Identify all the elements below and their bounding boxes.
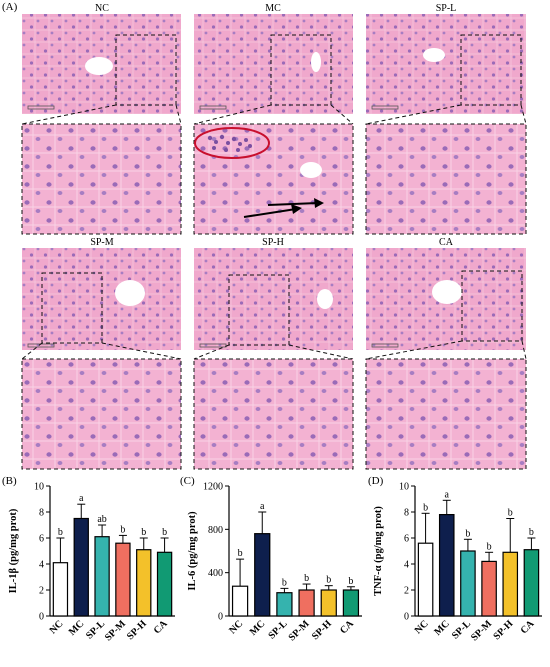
histology-zoom-sp-m xyxy=(21,358,182,470)
panel-a-label: (A) xyxy=(2,1,18,13)
significance-label: b xyxy=(529,527,534,538)
arrow-icon xyxy=(291,204,302,214)
bar xyxy=(438,513,455,617)
y-tick-label: 8 xyxy=(404,508,409,519)
y-tick-label: 4 xyxy=(39,560,44,571)
significance-label: b xyxy=(508,508,513,519)
x-tick-label: CA xyxy=(519,618,538,637)
histology-title-sp-m: SP-M xyxy=(90,237,114,248)
bar xyxy=(156,551,173,617)
x-tick-label: CA xyxy=(152,618,171,637)
il6-chart: 0 400 800 1200 IL-6 (pg/mg prot) b NC a MC b SP-L b… xyxy=(187,482,362,643)
significance-label: b xyxy=(465,528,470,539)
significance-label: b xyxy=(423,502,428,513)
bar xyxy=(523,549,540,617)
significance-label: b xyxy=(487,541,492,552)
x-tick-label: MC xyxy=(67,618,87,638)
inflammation-circle xyxy=(194,127,270,159)
significance-label: a xyxy=(445,489,450,500)
y-tick-label: 6 xyxy=(39,534,44,545)
significance-label: b xyxy=(348,576,353,587)
bar xyxy=(276,592,293,617)
histology-zoom-sp-l xyxy=(365,123,527,235)
x-tick-label: MC xyxy=(432,618,452,638)
histology-title-ca: CA xyxy=(439,237,453,248)
bar xyxy=(52,562,69,617)
histology-overview-mc xyxy=(194,14,353,114)
histology-title-sp-h: SP-H xyxy=(262,237,284,248)
bar xyxy=(298,589,315,617)
significance-label: b xyxy=(141,527,146,538)
significance-label: a xyxy=(79,493,84,504)
y-tick-label: 2 xyxy=(39,586,44,597)
significance-label: b xyxy=(58,527,63,538)
y-tick-label: 0 xyxy=(218,612,223,623)
y-axis-label: IL-6 (pg/mg prot) xyxy=(187,511,198,591)
y-tick-label: 2 xyxy=(404,586,409,597)
histology-title-nc: NC xyxy=(95,3,109,14)
significance-label: b xyxy=(304,573,309,584)
significance-label: b xyxy=(120,524,125,535)
histology-title-sp-l: SP-L xyxy=(435,3,457,14)
y-tick-label: 8 xyxy=(39,508,44,519)
tnfa-chart: 0 2 4 6 8 10 TNF-α (pg/mg prot) b NC a MC b SP-L b SP-… xyxy=(373,482,542,643)
y-axis-label: IL-1β (pg/mg prot) xyxy=(8,508,19,593)
bar xyxy=(481,560,497,617)
bar xyxy=(342,589,360,617)
y-tick-label: 800 xyxy=(208,525,223,536)
x-tick-label: MC xyxy=(248,618,268,638)
y-axis-label: TNF-α (pg/mg prot) xyxy=(373,506,384,596)
significance-label: ab xyxy=(97,514,106,525)
arrow-icon xyxy=(314,198,324,208)
bar xyxy=(460,550,476,617)
y-tick-label: 6 xyxy=(404,534,409,545)
bar xyxy=(115,542,131,617)
y-tick-label: 10 xyxy=(399,482,409,493)
bar xyxy=(136,549,152,617)
x-tick-label: SP-M xyxy=(469,618,494,643)
histology-zoom-mc xyxy=(193,123,354,235)
significance-label: b xyxy=(326,575,331,586)
panel-d-label: (D) xyxy=(368,475,384,487)
x-tick-label: CA xyxy=(338,618,357,637)
significance-label: a xyxy=(260,501,265,512)
panel-c-label: (C) xyxy=(180,475,195,487)
x-tick-label: SP-M xyxy=(103,618,128,643)
significance-label: b xyxy=(162,527,167,538)
x-tick-label: SP-H xyxy=(491,618,515,642)
bar xyxy=(73,517,89,617)
y-tick-label: 1200 xyxy=(203,482,223,493)
histology-panels xyxy=(21,14,527,470)
x-tick-label: NC xyxy=(227,618,245,636)
histology-title-mc: MC xyxy=(265,3,281,14)
histology-zoom-nc xyxy=(21,123,182,235)
histology-zoom-ca xyxy=(365,358,527,470)
bar xyxy=(94,536,110,617)
x-tick-label: NC xyxy=(48,618,66,636)
x-tick-label: SP-L xyxy=(266,618,289,641)
x-tick-label: SP-H xyxy=(310,618,334,642)
bar xyxy=(254,533,271,617)
histology-overview-sp-l xyxy=(366,14,526,114)
x-tick-label: SP-M xyxy=(287,618,312,643)
histology-zoom-sp-h xyxy=(193,358,354,470)
x-tick-label: SP-L xyxy=(450,618,473,641)
bar xyxy=(320,589,337,617)
bar xyxy=(502,551,519,617)
y-tick-label: 10 xyxy=(34,482,44,493)
y-tick-label: 0 xyxy=(404,612,409,623)
significance-label: b xyxy=(282,577,287,588)
significance-label: b xyxy=(238,548,243,559)
bar xyxy=(231,585,249,617)
bar xyxy=(417,542,434,617)
panel-b-label: (B) xyxy=(2,475,17,487)
y-tick-label: 4 xyxy=(404,560,409,571)
x-tick-label: NC xyxy=(413,618,431,636)
y-tick-label: 400 xyxy=(208,568,223,579)
y-tick-label: 0 xyxy=(39,612,44,623)
x-tick-label: SP-H xyxy=(125,618,149,642)
